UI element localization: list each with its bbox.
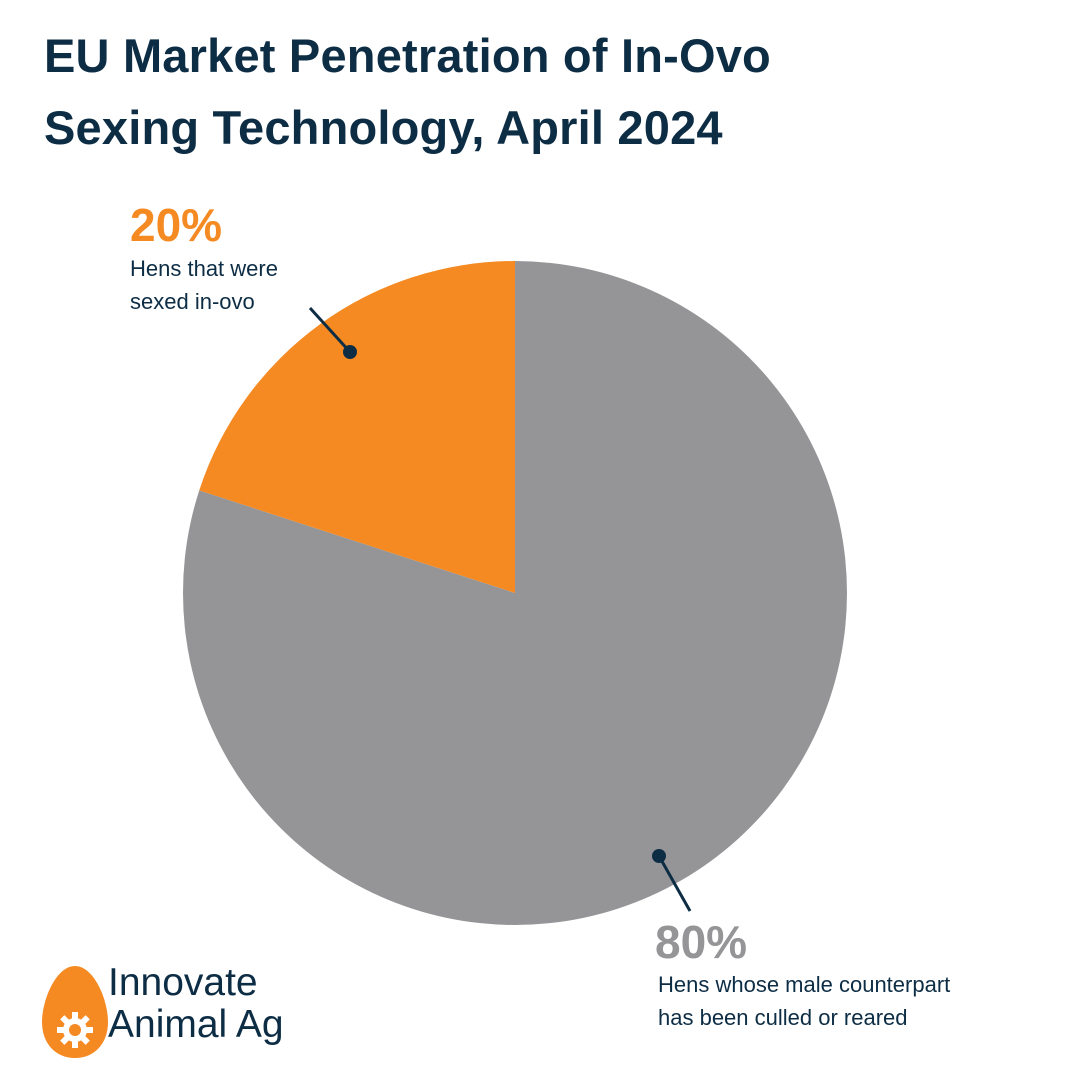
slice-gray-percent: 80%	[655, 916, 748, 968]
brand-name-line-2: Animal Ag	[108, 1003, 284, 1046]
brand-name-line-1: Innovate	[108, 961, 258, 1004]
slice-orange-percent: 20%	[130, 199, 223, 251]
slice-gray-description-line-1: Hens whose male counterpart	[658, 972, 951, 997]
slice-orange-description-line-1: Hens that were	[130, 256, 278, 281]
logo-gear-hole	[69, 1024, 81, 1036]
chart-title-line-2: Sexing Technology, April 2024	[44, 101, 723, 154]
slice-orange-leader-line	[308, 306, 352, 354]
slice-gray-leader-dot	[652, 849, 666, 863]
egg-gear-icon	[42, 966, 108, 1058]
pie-slice-sexed-in-ovo	[199, 261, 515, 593]
chart-title-line-1: EU Market Penetration of In-Ovo	[44, 29, 771, 82]
brand-name: Innovate Animal Ag	[108, 962, 284, 1046]
slice-orange-leader-dot	[343, 345, 357, 359]
slice-orange-description: Hens that were sexed in-ovo	[130, 252, 278, 318]
slice-gray-description-line-2: has been culled or reared	[658, 1005, 908, 1030]
slice-gray-description: Hens whose male counterpart has been cul…	[658, 968, 950, 1034]
slice-gray-leader-line	[657, 855, 692, 912]
slice-orange-description-line-2: sexed in-ovo	[130, 289, 255, 314]
chart-title: EU Market Penetration of In-Ovo Sexing T…	[44, 20, 1044, 164]
